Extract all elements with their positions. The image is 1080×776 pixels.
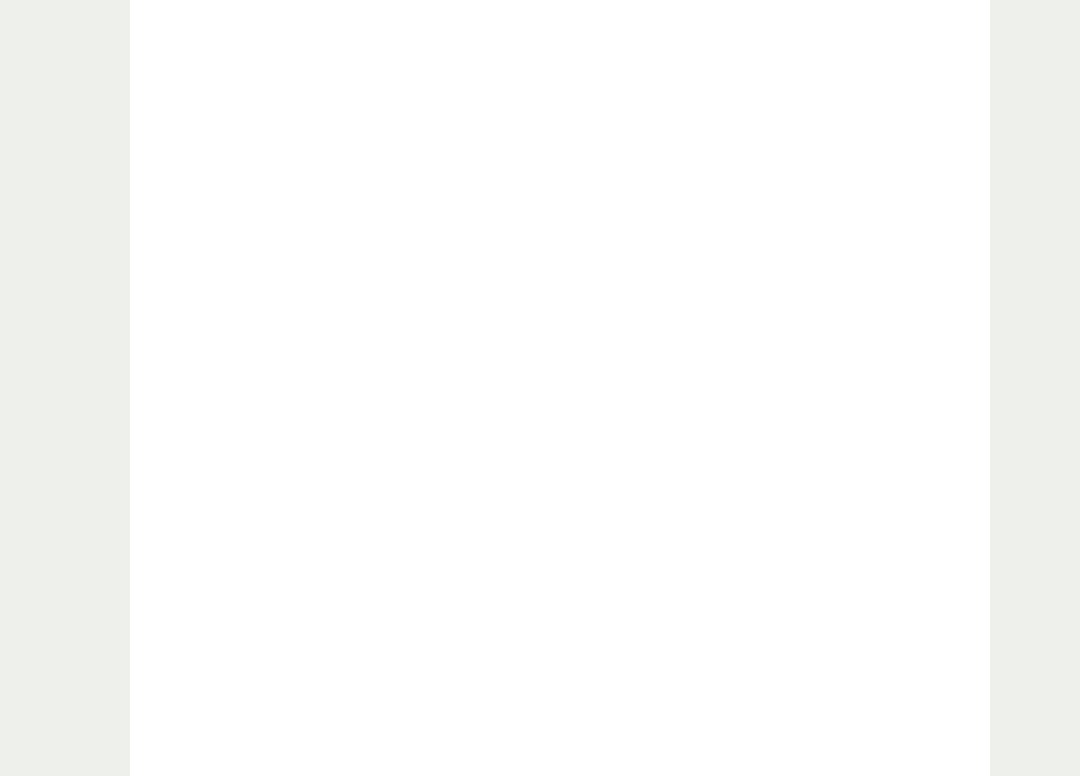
Text: 29 % of Earth's surface: 29 % of Earth's surface (407, 427, 860, 465)
Text: 15 % of Earth's surface: 15 % of Earth's surface (408, 187, 860, 225)
Text: 32 % of Earth's surface: 32 % of Earth's surface (408, 307, 860, 345)
Text: the continental crust covers: the continental crust covers (300, 48, 939, 92)
Text: *: * (262, 48, 285, 92)
Text: 19% of Earth's surface: 19% of Earth's surface (420, 667, 860, 705)
Text: 55% of Earth's surface: 55% of Earth's surface (420, 547, 860, 585)
